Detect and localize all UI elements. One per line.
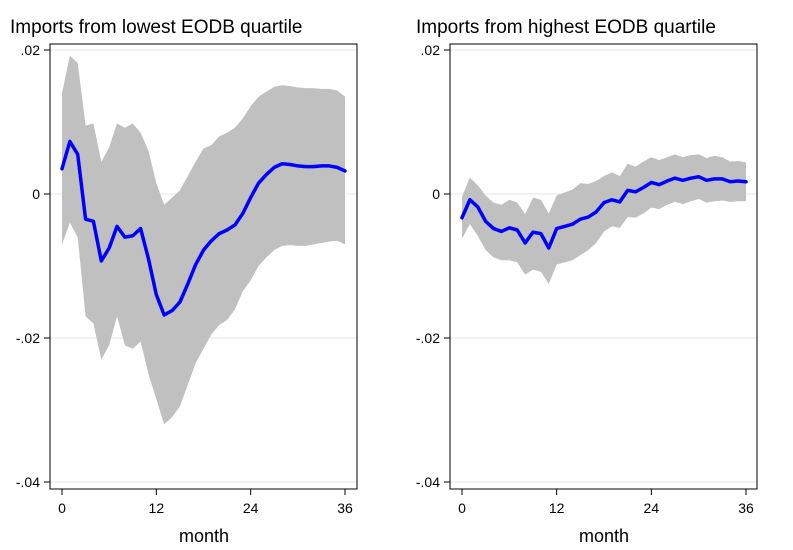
panel-right-series-line [460,174,748,250]
panel-right-y-tick-label-1: -.02 [416,330,440,346]
panel-left-frame [49,43,358,490]
panel-right-x-axis-title: month [579,526,629,546]
panel-right: -.04 -.02 0 .02 0 12 24 36 Imports from highest … [416,17,758,546]
panel-right-y-tick-label-2: 0 [432,186,440,202]
panel-left-x-tick-label-3: 36 [337,500,353,516]
panel-right-y-tick-label-0: -.04 [416,474,440,490]
panel-left-y-tick-label-3: .02 [21,42,41,58]
panel-left-series-line [60,139,347,317]
panel-left-y-tick-label-1: -.02 [16,330,40,346]
panel-right-title: Imports from highest EODB quartile [416,17,716,38]
panel-left-x-tick-label-0: 0 [58,500,66,516]
panel-right-x-tick-label-0: 0 [458,500,466,516]
panel-left-title: Imports from lowest EODB quartile [10,17,302,38]
panel-left-x-tick-label-1: 12 [149,500,165,516]
panel-right-x-tick-label-2: 24 [644,500,660,516]
panel-left-x-axis-title: month [179,526,229,546]
panel-left: -.04 -.02 0 .02 0 12 24 36 Imports from lowest E… [10,17,358,546]
panel-left-confidence-band [62,55,345,425]
panel-left-y-tick-label-0: -.04 [16,474,40,490]
panel-left-y-tick-label-2: 0 [32,186,40,202]
panel-right-y-tick-label-3: .02 [421,42,441,58]
panel-right-x-tick-label-3: 36 [738,500,754,516]
panel-left-x-tick-label-2: 24 [243,500,259,516]
panel-right-confidence-band [462,154,746,284]
panel-right-x-tick-label-1: 12 [549,500,565,516]
panel-right-plot-area [450,44,757,489]
panel-right-frame [449,43,758,490]
